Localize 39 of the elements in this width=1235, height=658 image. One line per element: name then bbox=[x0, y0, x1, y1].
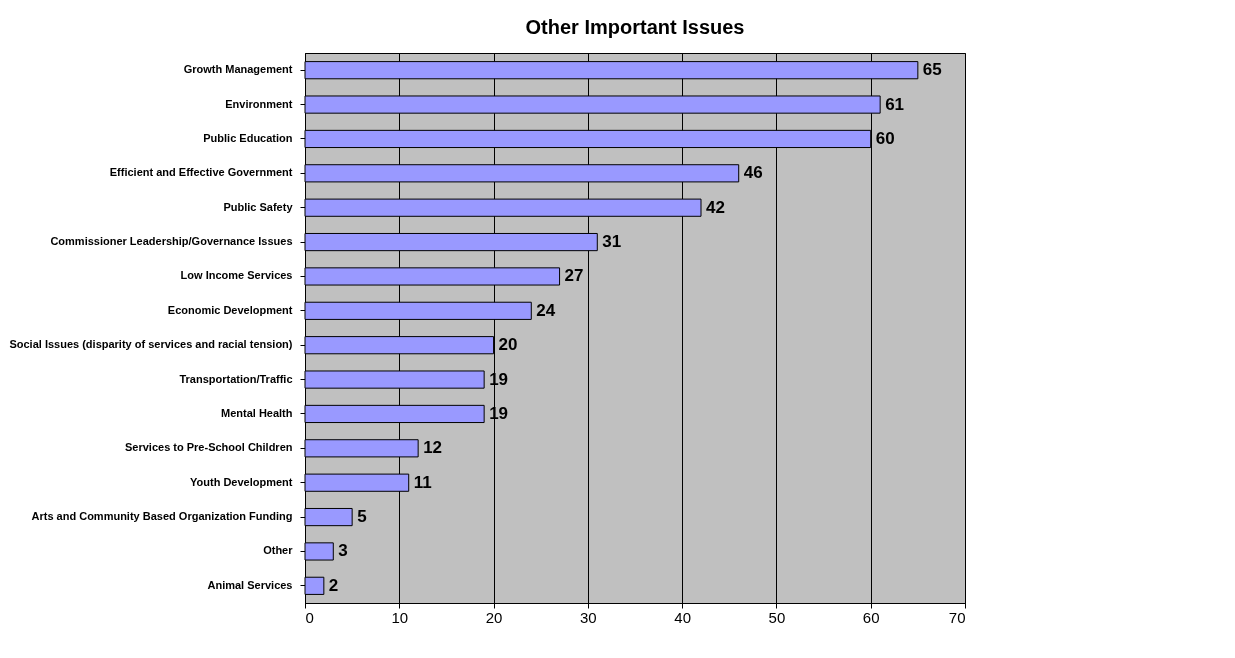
data-label: 5 bbox=[357, 507, 367, 527]
x-tick-label: 10 bbox=[391, 608, 409, 626]
y-tick-label: Public Education bbox=[203, 131, 293, 144]
data-label: 60 bbox=[875, 128, 895, 148]
data-label: 20 bbox=[498, 335, 518, 355]
x-tick-label: 20 bbox=[485, 608, 503, 626]
y-tick-label: Mental Health bbox=[220, 406, 293, 419]
y-tick-label: Environment bbox=[225, 97, 293, 110]
data-label: 11 bbox=[413, 472, 432, 492]
data-label: 12 bbox=[423, 438, 443, 458]
y-tick-label: Transportation/Traffic bbox=[179, 372, 293, 385]
y-tick-label: Public Safety bbox=[223, 200, 294, 213]
y-tick-label: Services to Pre-School Children bbox=[125, 441, 293, 454]
x-tick-label: 0 bbox=[305, 608, 314, 626]
y-tick-label: Youth Development bbox=[190, 475, 293, 488]
data-label: 65 bbox=[922, 60, 942, 80]
y-tick-label: Other bbox=[263, 544, 294, 557]
y-tick-label: Commissioner Leadership/Governance Issues bbox=[50, 235, 293, 248]
x-tick-label: 60 bbox=[862, 608, 880, 626]
data-label: 46 bbox=[743, 163, 763, 183]
x-tick-label: 30 bbox=[580, 608, 597, 626]
x-tick-label: 50 bbox=[768, 608, 786, 626]
x-tick-label: 70 bbox=[948, 608, 966, 626]
data-label: 3 bbox=[338, 541, 348, 561]
y-tick-label: Low Income Services bbox=[180, 269, 293, 282]
data-label: 2 bbox=[328, 575, 339, 595]
data-label: 27 bbox=[564, 266, 584, 286]
y-tick-label: Animal Services bbox=[207, 578, 293, 591]
x-tick-label: 40 bbox=[674, 608, 691, 626]
y-tick-label: Efficient and Effective Government bbox=[109, 166, 293, 179]
data-label: 31 bbox=[602, 232, 622, 252]
data-label: 42 bbox=[706, 197, 725, 217]
y-tick-label: Growth Management bbox=[183, 63, 293, 76]
data-label: 24 bbox=[536, 300, 556, 320]
y-tick-label: Arts and Community Based Organization Funding bbox=[31, 510, 293, 523]
y-tick-label: Social Issues (disparity of services and racial tension) bbox=[9, 338, 293, 351]
data-label: 61 bbox=[885, 94, 905, 114]
y-tick-label: Economic Development bbox=[167, 303, 293, 316]
chart-title: Other Important Issues bbox=[525, 16, 745, 38]
